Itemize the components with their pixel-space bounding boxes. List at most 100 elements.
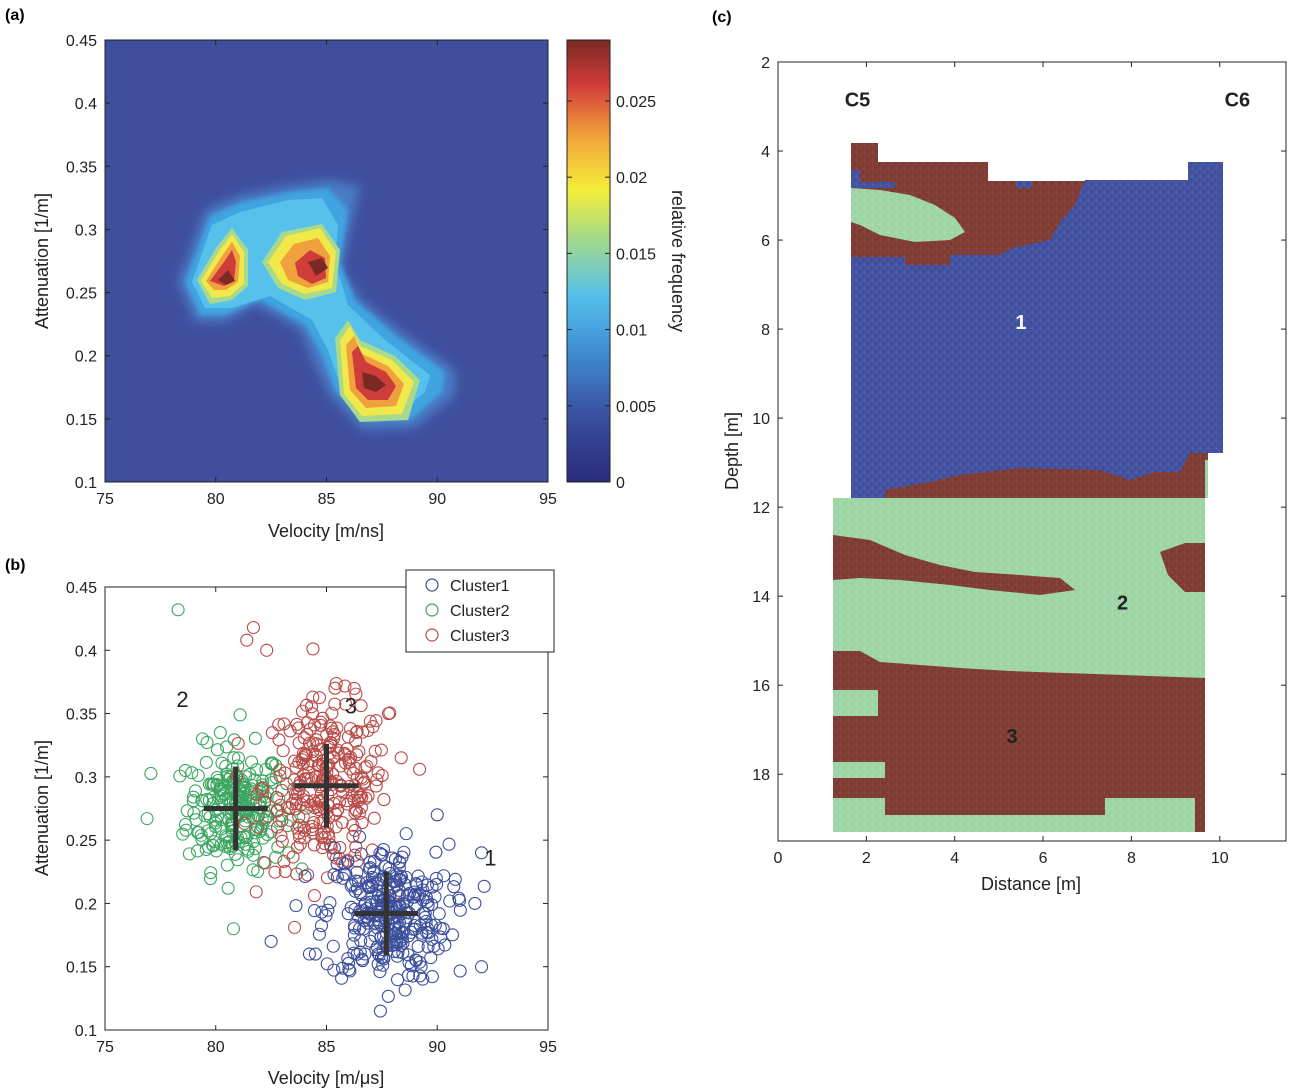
cluster-annotation: 1 <box>484 845 496 870</box>
scatter-point <box>330 857 344 871</box>
scatter-point <box>347 681 361 696</box>
scatter-point <box>359 909 373 923</box>
scatter-point <box>453 893 467 907</box>
axis-b-ytick-label: 0.25 <box>66 833 97 850</box>
scatter-point <box>272 718 286 732</box>
scatter-point <box>376 950 390 964</box>
axis-a-ytick-label: 0.2 <box>75 349 97 366</box>
scatter-point <box>320 957 334 971</box>
axis-c-ytick-label: 4 <box>761 144 770 161</box>
scatter-point <box>428 918 442 932</box>
scatter-point <box>203 872 218 886</box>
scatter-point <box>350 748 364 762</box>
scatter-point <box>264 934 278 948</box>
section-field <box>833 143 1223 832</box>
scatter-point <box>214 783 228 797</box>
scatter-point <box>307 718 322 732</box>
scatter-point <box>374 743 388 757</box>
scatter-point <box>429 845 443 859</box>
scatter-point <box>329 676 343 691</box>
scatter-point <box>342 962 356 977</box>
axis-b-xtick-label: 75 <box>96 1039 114 1056</box>
scatter-point <box>354 847 368 861</box>
section-class3-band-2 <box>1160 543 1205 592</box>
scatter-point <box>381 707 396 721</box>
scatter-point <box>306 690 320 704</box>
scatter-point <box>298 869 312 884</box>
scatter-point <box>323 896 337 910</box>
section-class2-patch-upper <box>851 188 965 242</box>
scatter-point <box>255 819 269 833</box>
scatter-point <box>356 772 370 786</box>
scatter-point <box>308 748 323 762</box>
section-class2-patch-b <box>833 762 885 778</box>
scatter-point <box>278 864 292 879</box>
scatter-point <box>366 720 380 734</box>
axis-a-ytick-label: 0.25 <box>66 286 97 303</box>
scatter-point <box>343 964 357 978</box>
axis-b-xtick-label: 90 <box>428 1039 446 1056</box>
scatter-point <box>333 841 347 855</box>
scatter-point <box>349 804 364 818</box>
scatter-point <box>437 869 451 883</box>
scatter-point <box>225 825 239 839</box>
scatter-point <box>447 880 461 894</box>
axis-c-ytick-label: 8 <box>761 322 770 339</box>
scatter-point <box>416 883 430 897</box>
density-peak-left-core <box>218 270 235 285</box>
section-annotations: C5 C6 1 2 3 <box>845 90 1250 749</box>
section-class1-patch-2 <box>1016 181 1032 188</box>
scatter-point <box>277 717 291 731</box>
axis-c-xtick-label: 2 <box>862 850 871 867</box>
scatter-point <box>342 753 356 767</box>
axis-c-ytick-label: 6 <box>761 233 770 250</box>
legend-marker-cluster1 <box>425 578 439 592</box>
colorbar-tick-label: 0.025 <box>616 94 656 111</box>
legend-box <box>405 569 555 653</box>
scatter-plot: 1 2 3 75 80 85 90 95 0.1 0.15 0.2 0.25 0.3 0.35 0.4 0.… <box>32 569 557 1088</box>
cluster-annotations: 1 2 3 <box>176 687 496 870</box>
scatter-point <box>362 862 377 876</box>
axis-a-xlabel: Velocity [m/ns] <box>268 521 384 541</box>
scatter-point <box>338 857 352 871</box>
scatter-point <box>348 848 362 862</box>
legend-label-cluster2: Cluster2 <box>450 603 510 620</box>
panel-label-a: (a) <box>5 7 25 24</box>
scatter-point <box>292 826 306 840</box>
scatter-point <box>346 829 360 843</box>
scatter-point <box>292 755 306 769</box>
scatter-point <box>376 958 390 972</box>
scatter-point <box>344 879 358 893</box>
scatter-point <box>328 681 342 695</box>
scatter-point <box>210 778 224 792</box>
scatter-point <box>186 790 200 804</box>
scatter-point <box>402 929 416 943</box>
scatter-point <box>344 900 358 914</box>
scatter-point <box>373 846 387 860</box>
scatter-point <box>246 848 260 862</box>
scatter-point <box>356 725 370 739</box>
scatter-point <box>364 754 378 768</box>
scatter-point <box>411 869 425 883</box>
axis-a-ytick-label: 0.4 <box>75 96 97 113</box>
scatter-point <box>213 726 227 740</box>
cluster-annotation: 2 <box>176 687 188 712</box>
scatter-point <box>346 937 360 951</box>
scatter-point <box>329 820 343 834</box>
scatter-point <box>371 957 385 971</box>
scatter-point <box>402 956 416 970</box>
scatter-point <box>323 838 338 852</box>
scatter-point <box>261 809 275 823</box>
scatter-point <box>341 907 355 921</box>
axis-b-ytick-label: 0.1 <box>75 1023 97 1040</box>
colorbar-ticks: 0 0.005 0.01 0.015 0.02 0.025 <box>567 94 656 492</box>
scatter-point <box>312 691 327 705</box>
scatter-point <box>448 872 462 886</box>
scatter-point <box>352 744 366 759</box>
scatter-point <box>206 839 220 853</box>
scatter-point <box>359 791 373 805</box>
scatter-point <box>349 687 363 701</box>
panel-label-c: (c) <box>712 9 732 26</box>
scatter-point <box>394 751 408 765</box>
